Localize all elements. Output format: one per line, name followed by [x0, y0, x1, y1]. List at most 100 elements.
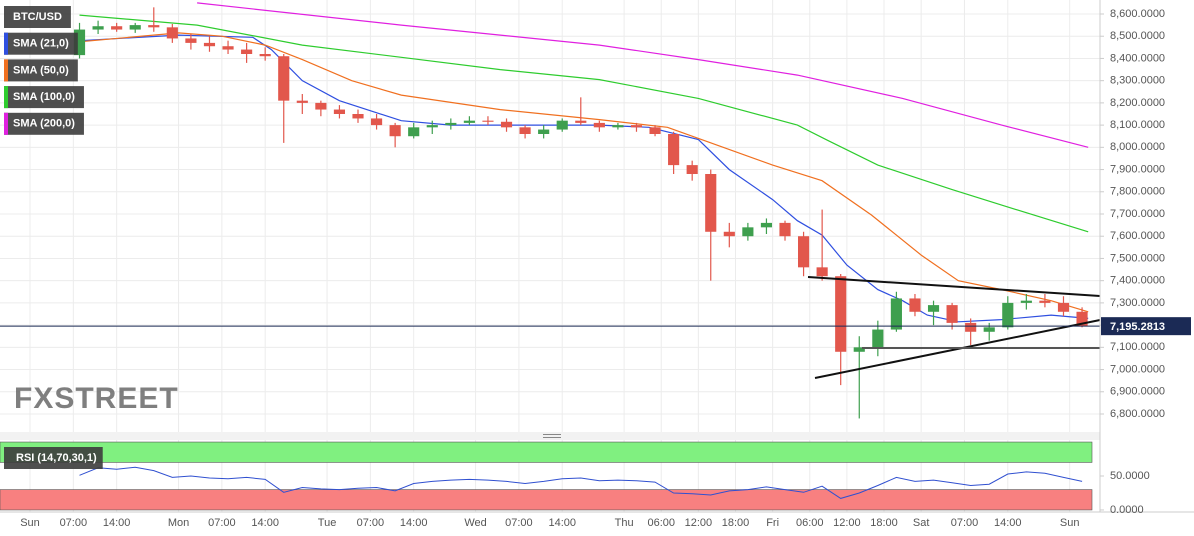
- candle-body: [185, 38, 197, 43]
- y-tick-label: 8,600.0000: [1110, 8, 1165, 20]
- y-tick-label: 7,900.0000: [1110, 163, 1165, 175]
- y-tick-label: 8,400.0000: [1110, 52, 1165, 64]
- x-tick-label: Sun: [1060, 517, 1080, 529]
- legend-swatch: [4, 86, 8, 109]
- last-price-box: [1101, 317, 1191, 336]
- legend-label: SMA (21,0): [13, 38, 69, 50]
- y-tick-label: 8,100.0000: [1110, 119, 1165, 131]
- candle-body: [742, 227, 754, 237]
- candle-body: [333, 109, 346, 114]
- x-tick-label: 14:00: [103, 517, 131, 529]
- legend-box: [4, 6, 71, 28]
- candle-body: [111, 26, 123, 30]
- candle-body: [445, 122, 457, 126]
- x-tick-label: 07:00: [505, 517, 533, 529]
- y-tick-label: 0.0000: [1110, 504, 1144, 516]
- candle-body: [482, 120, 494, 122]
- legend-box: [4, 86, 84, 109]
- candle-body: [73, 29, 86, 56]
- candle-body: [965, 322, 977, 332]
- y-tick-label: 7,500.0000: [1110, 252, 1165, 264]
- x-tick-label: Thu: [615, 517, 634, 529]
- candle-body: [983, 327, 995, 332]
- y-tick-label: 6,800.0000: [1110, 408, 1165, 420]
- candle-body: [370, 118, 383, 126]
- rsi-label: RSI (14,70,30,1): [16, 452, 97, 464]
- candle-body: [612, 125, 624, 128]
- candle-body: [315, 102, 327, 110]
- candle-body: [241, 49, 253, 54]
- watermark: FXSTREET: [14, 382, 179, 415]
- candle-body: [1057, 302, 1070, 312]
- candle-body: [129, 25, 141, 30]
- x-tick-label: Wed: [464, 517, 486, 529]
- x-tick-label: Sun: [20, 517, 40, 529]
- trend-line: [807, 276, 1101, 297]
- legend-label: BTC/USD: [13, 11, 62, 23]
- sma-line: [79, 32, 1089, 313]
- candle-body: [259, 54, 271, 57]
- candle-body: [148, 25, 160, 28]
- x-tick-label: Mon: [168, 517, 189, 529]
- candle-body: [779, 222, 791, 237]
- panel-divider: [0, 432, 1100, 440]
- candle-body: [853, 347, 865, 352]
- price-axis-area: [1100, 0, 1194, 536]
- rsi-band: [0, 441, 1093, 463]
- x-tick-label: 07:00: [208, 517, 236, 529]
- candle-body: [927, 305, 940, 312]
- y-tick-label: 7,000.0000: [1110, 363, 1165, 375]
- x-tick-label: 07:00: [951, 517, 979, 529]
- y-tick-label: 8,500.0000: [1110, 30, 1165, 42]
- candle-body: [278, 56, 290, 101]
- candle-body: [1002, 302, 1014, 328]
- candle-body: [686, 165, 698, 174]
- x-tick-label: Sat: [913, 517, 930, 529]
- legend-swatch: [4, 59, 8, 82]
- x-tick-label: 18:00: [722, 517, 750, 529]
- candle-body: [872, 329, 884, 348]
- candle-body: [408, 127, 420, 137]
- x-tick-label: 18:00: [870, 517, 898, 529]
- y-tick-label: 8,300.0000: [1110, 75, 1165, 87]
- candle-body: [1039, 300, 1051, 303]
- candle-body: [222, 46, 234, 50]
- candle-body: [166, 27, 178, 39]
- candle-body: [705, 174, 717, 232]
- legend-box: [4, 447, 103, 469]
- candle-body: [816, 267, 828, 277]
- candle-body: [426, 125, 438, 128]
- candle-body: [92, 26, 104, 30]
- x-tick-label: 06:00: [647, 517, 675, 529]
- legend-swatch: [4, 112, 8, 135]
- sma-line: [79, 34, 1089, 323]
- y-tick-label: 7,300.0000: [1110, 297, 1165, 309]
- candle-body: [593, 122, 605, 128]
- x-tick-label: 14:00: [548, 517, 576, 529]
- candle-body: [575, 120, 587, 123]
- last-price-label: 7,195.2813: [1110, 321, 1165, 333]
- candle-body: [798, 236, 810, 268]
- y-tick-label: 7,400.0000: [1110, 275, 1165, 287]
- candle-body: [463, 120, 475, 123]
- y-tick-label: 7,600.0000: [1110, 230, 1165, 242]
- rsi-line: [79, 466, 1083, 499]
- candle-body: [649, 127, 661, 134]
- sma-line: [79, 14, 1089, 233]
- candle-body: [760, 222, 773, 228]
- candle-body: [1076, 311, 1088, 327]
- candle-body: [1020, 300, 1032, 303]
- candle-body: [835, 276, 847, 352]
- x-tick-label: 06:00: [796, 517, 824, 529]
- x-tick-label: 14:00: [400, 517, 428, 529]
- legend-label: SMA (50,0): [13, 64, 69, 76]
- candle-body: [668, 134, 680, 166]
- y-tick-label: 6,900.0000: [1110, 386, 1165, 398]
- x-tick-label: 14:00: [994, 517, 1022, 529]
- candle-body: [556, 120, 568, 130]
- candle-body: [296, 100, 308, 103]
- candle-body: [630, 125, 643, 128]
- x-tick-label: 12:00: [685, 517, 713, 529]
